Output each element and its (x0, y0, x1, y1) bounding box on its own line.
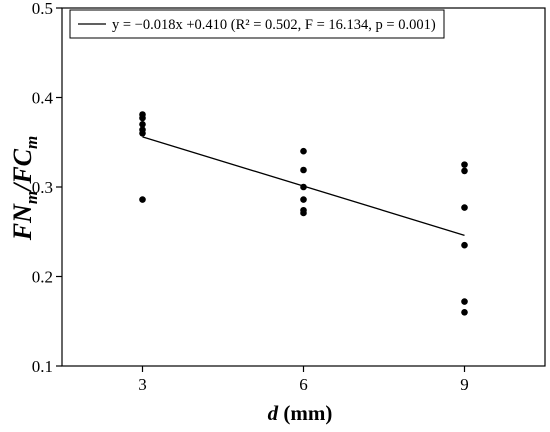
legend-label: y = −0.018x +0.410 (R² = 0.502, F = 16.1… (112, 17, 436, 33)
legend-box (69, 9, 445, 39)
y-tick-label: 0.5 (32, 0, 53, 18)
data-point (139, 130, 146, 137)
data-point (461, 309, 468, 316)
y-axis-title-sub-1: m (22, 191, 41, 204)
y-axis-title-part-1: FN (8, 203, 37, 241)
y-axis-title: FNm/FCm (8, 136, 41, 242)
y-tick-label: 0.4 (32, 89, 54, 108)
axis-ticks: 3 6 9 0.1 0.2 0.3 0.4 0.5 (32, 0, 469, 394)
x-tick-label: 3 (138, 375, 147, 394)
data-point (461, 204, 468, 211)
y-tick-label: 0.3 (32, 178, 53, 197)
legend: y = −0.018x +0.410 (R² = 0.502, F = 16.1… (69, 9, 445, 39)
y-tick-label: 0.2 (32, 268, 53, 287)
y-axis-title-part-2: /FC (8, 148, 37, 193)
data-point (300, 166, 307, 174)
data-point (461, 167, 468, 175)
y-tick-label: 0.1 (32, 357, 53, 376)
x-axis-variable: d (268, 401, 279, 425)
data-points (139, 111, 468, 316)
data-point (300, 147, 307, 155)
data-point (461, 161, 468, 168)
data-point (461, 298, 468, 305)
data-point (300, 183, 307, 191)
data-point (139, 121, 146, 128)
data-point (461, 241, 468, 249)
x-axis-unit: (mm) (278, 401, 332, 425)
x-axis-title: d (mm) (268, 401, 333, 425)
x-tick-label: 6 (299, 375, 308, 394)
x-tick-label: 9 (460, 375, 469, 394)
data-point (139, 196, 146, 203)
data-point (300, 209, 307, 217)
data-point (300, 196, 307, 203)
y-axis-title-sub-2: m (22, 136, 41, 149)
data-point (139, 114, 146, 122)
